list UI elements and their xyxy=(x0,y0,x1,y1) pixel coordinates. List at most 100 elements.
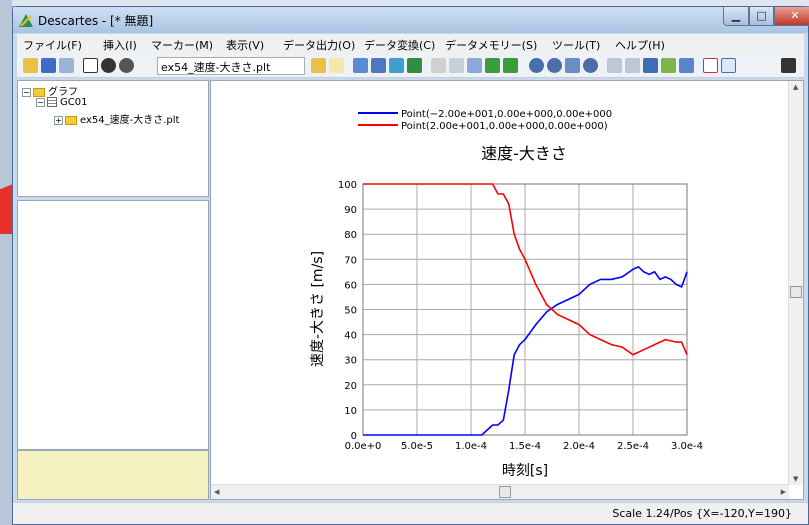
collapse-icon[interactable]: − xyxy=(22,87,31,97)
x-tick-label: 1.5e-4 xyxy=(509,441,541,452)
x-axis-label: 時刻[s] xyxy=(502,463,548,479)
minimize-button[interactable]: ▁ xyxy=(723,7,749,26)
series-line xyxy=(363,183,688,356)
scroll-left-icon[interactable]: ◀ xyxy=(214,488,220,496)
y-tick-label: 20 xyxy=(344,381,357,392)
data-icon[interactable] xyxy=(661,58,676,73)
menu-file[interactable]: ファイル(F) xyxy=(23,39,82,52)
y-tick-label: 30 xyxy=(344,356,357,367)
grid-icon[interactable] xyxy=(643,58,658,73)
scroll-thumb[interactable] xyxy=(499,486,511,498)
y-tick-label: 80 xyxy=(344,230,357,241)
scroll-thumb[interactable] xyxy=(790,286,802,298)
toolbar: ex54_速度-大きさ.plt▼ xyxy=(17,54,804,78)
collapse-icon[interactable]: − xyxy=(36,97,45,107)
maximize-button[interactable]: □ xyxy=(749,7,774,26)
align3-icon[interactable] xyxy=(503,58,518,73)
expand-icon[interactable]: + xyxy=(54,115,63,125)
menu-data-memory[interactable]: データメモリー(S) xyxy=(445,39,538,52)
redo-icon[interactable] xyxy=(625,58,640,73)
align-icon[interactable] xyxy=(467,58,482,73)
curve-icon[interactable] xyxy=(353,58,368,73)
desktop-left xyxy=(0,0,12,525)
curve2-icon[interactable] xyxy=(371,58,386,73)
property-pane xyxy=(17,200,209,450)
tree-view: − グラフ − GC01 + ex54_速度-大きさ.plt xyxy=(17,80,209,197)
series-line xyxy=(363,265,688,436)
x-tick-label: 1.0e-4 xyxy=(455,441,487,452)
table-icon[interactable] xyxy=(83,58,98,73)
menu-insert[interactable]: 挿入(I) xyxy=(103,39,137,52)
x-tick-label: 0.0e+0 xyxy=(345,441,382,452)
status-bar: Scale 1.24/Pos {X=-120,Y=190} xyxy=(13,502,808,524)
x-tick-label: 3.0e-4 xyxy=(671,441,703,452)
gridlines xyxy=(362,183,688,436)
zoom-in-icon[interactable] xyxy=(529,58,544,73)
folder-icon xyxy=(33,87,45,97)
scroll-up-icon[interactable]: ▲ xyxy=(793,83,799,91)
y-tick-label: 70 xyxy=(344,255,357,266)
panel-icon[interactable] xyxy=(781,58,796,73)
chart-view: Point(−2.00e+001,0.00e+000,0.00e+000 Poin… xyxy=(210,80,804,500)
undo-icon[interactable] xyxy=(607,58,622,73)
close-button[interactable]: ✕ xyxy=(774,7,809,26)
menu-tools[interactable]: ツール(T) xyxy=(552,39,601,52)
edit-icon[interactable] xyxy=(329,58,344,73)
x-tick-label: 2.5e-4 xyxy=(617,441,649,452)
y-axis-label: 速度-大きさ [m/s] xyxy=(310,251,326,367)
zoom-area-icon[interactable] xyxy=(583,58,598,73)
y-tick-label: 100 xyxy=(338,180,357,191)
info-pane xyxy=(17,450,209,500)
line-chart-icon[interactable] xyxy=(703,58,718,73)
menu-view[interactable]: 表示(V) xyxy=(226,39,265,52)
series xyxy=(363,183,688,436)
open-icon[interactable] xyxy=(23,58,38,73)
tree-item-file[interactable]: + ex54_速度-大きさ.plt xyxy=(54,111,179,126)
tree-label-graph: グラフ xyxy=(48,87,78,98)
tree-item-graph[interactable]: − グラフ xyxy=(22,83,78,98)
area-chart-icon[interactable] xyxy=(721,58,736,73)
legend-label: Point(−2.00e+001,0.00e+000,0.00e+000 xyxy=(401,109,612,120)
y-tick-label: 90 xyxy=(344,205,357,216)
folder-icon xyxy=(65,115,77,125)
copy-icon[interactable] xyxy=(59,58,74,73)
file-select-value: ex54_速度-大きさ.plt xyxy=(161,61,271,74)
menu-help[interactable]: ヘルプ(H) xyxy=(615,39,665,52)
vertical-scrollbar[interactable]: ▲ ▼ xyxy=(788,81,803,485)
file-select[interactable]: ex54_速度-大きさ.plt▼ xyxy=(157,57,305,75)
desktop-strip xyxy=(0,0,809,6)
legend: Point(−2.00e+001,0.00e+000,0.00e+000Poin… xyxy=(358,109,612,132)
plot-frame xyxy=(362,183,688,436)
globe-icon[interactable] xyxy=(101,58,116,73)
zoom-out-icon[interactable] xyxy=(547,58,562,73)
align2-icon[interactable] xyxy=(485,58,500,73)
target-icon[interactable] xyxy=(119,58,134,73)
save-icon[interactable] xyxy=(41,58,56,73)
shape-icon[interactable] xyxy=(407,58,422,73)
window-title: Descartes - [* 無題] xyxy=(38,14,154,28)
scroll-right-icon[interactable]: ▶ xyxy=(780,488,786,496)
x-tick-label: 5.0e-5 xyxy=(401,441,433,452)
x-tick-label: 2.0e-4 xyxy=(563,441,595,452)
tree-label-file: ex54_速度-大きさ.plt xyxy=(80,115,180,126)
wave-icon[interactable] xyxy=(389,58,404,73)
menu-data-output[interactable]: データ出力(O) xyxy=(283,39,356,52)
horizontal-scrollbar[interactable]: ◀ ▶ xyxy=(211,484,789,499)
menu-data-convert[interactable]: データ変換(C) xyxy=(364,39,436,52)
scroll-down-icon[interactable]: ▼ xyxy=(793,475,799,483)
folder-open-icon[interactable] xyxy=(311,58,326,73)
dash-icon[interactable] xyxy=(449,58,464,73)
x-ticks: 0.0e+0 5.0e-5 1.0e-4 1.5e-4 2.0e-4 2.5e-4 3.0e… xyxy=(345,441,703,452)
line-icon[interactable] xyxy=(431,58,446,73)
y-tick-label: 60 xyxy=(344,280,357,291)
chart-icon[interactable] xyxy=(679,58,694,73)
y-tick-label: 50 xyxy=(344,306,357,317)
zoom-fit-icon[interactable] xyxy=(565,58,580,73)
menu-bar: ファイル(F) 挿入(I) マーカー(M) 表示(V) データ出力(O) データ… xyxy=(17,34,804,54)
tree-label-group: GC01 xyxy=(60,97,88,108)
descartes-app-icon xyxy=(19,14,33,27)
grid-icon xyxy=(47,97,57,107)
y-ticks: 0 10 20 30 40 50 60 70 80 90 100 xyxy=(338,180,357,442)
tree-item-group[interactable]: − GC01 xyxy=(36,97,87,108)
menu-marker[interactable]: マーカー(M) xyxy=(151,39,214,52)
